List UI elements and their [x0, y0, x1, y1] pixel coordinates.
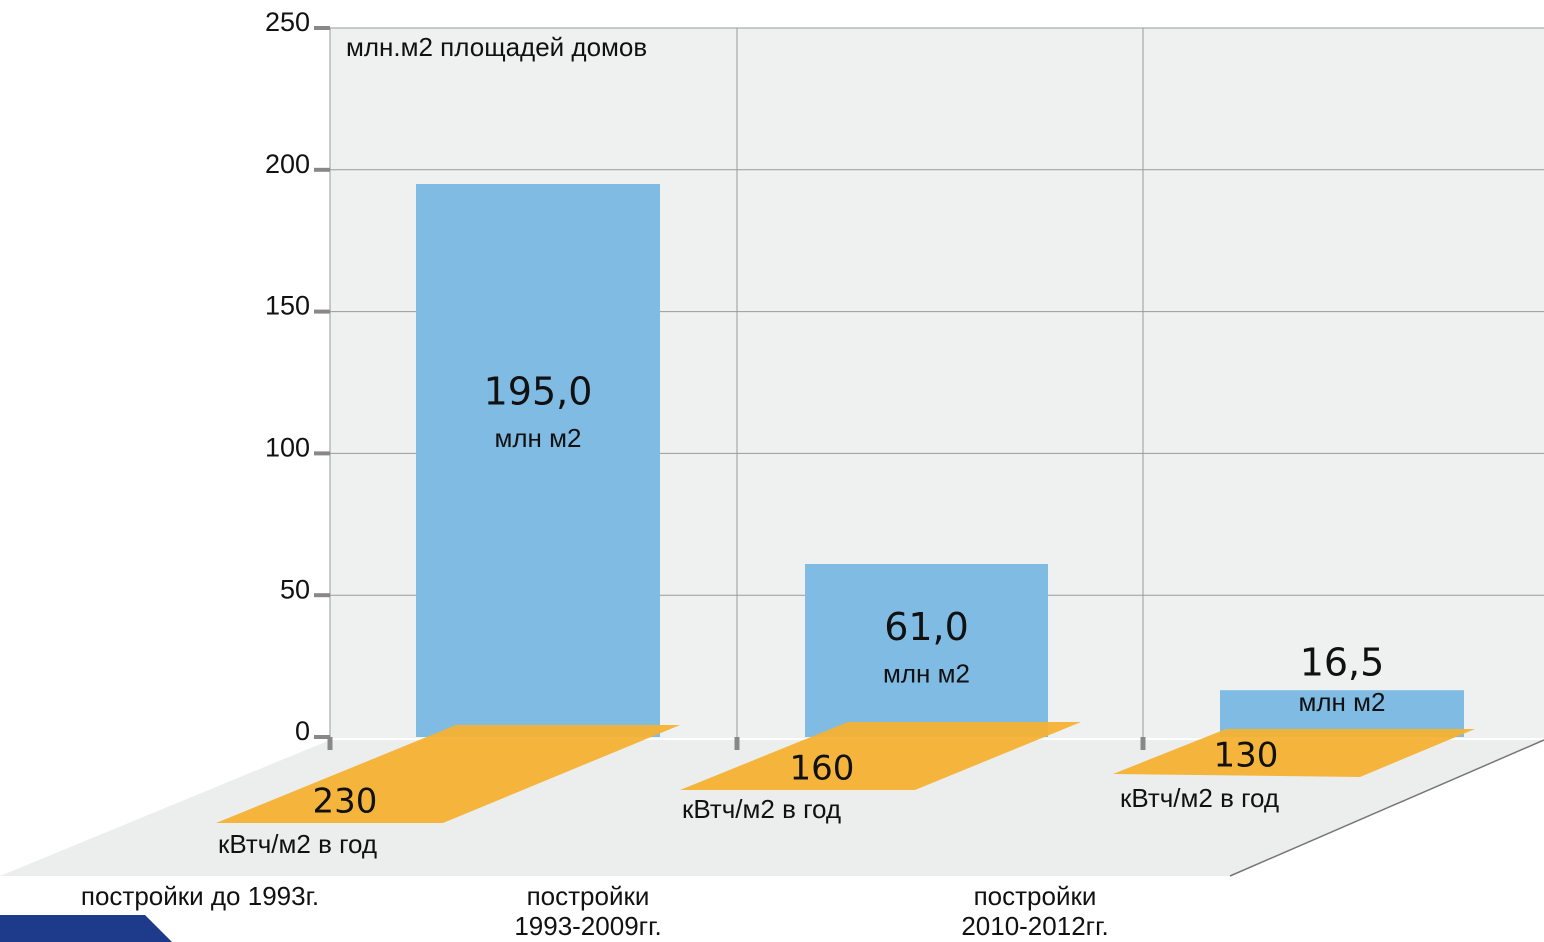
y-tick-label: 0	[295, 716, 310, 746]
energy-unit-label: кВтч/м2 в год	[682, 794, 841, 824]
x-tick-label: 1993-2009гг.	[514, 911, 661, 941]
y-tick-label: 250	[265, 7, 310, 37]
x-tick-label: постройки	[974, 881, 1097, 911]
y-tick-label: 200	[265, 149, 310, 179]
value-label: 16,5	[1300, 641, 1385, 685]
value-unit-label: млн м2	[495, 423, 582, 453]
energy-plate	[1113, 729, 1475, 777]
bar	[805, 564, 1048, 737]
energy-unit-label: кВтч/м2 в год	[1120, 783, 1279, 813]
y-tick-label: 150	[265, 291, 310, 321]
value-label: 195,0	[484, 370, 593, 414]
value-label: 61,0	[884, 605, 969, 649]
x-tick-label: 2010-2012гг.	[961, 911, 1108, 941]
y-tick-label: 100	[265, 433, 310, 463]
value-unit-label: млн м2	[883, 659, 970, 689]
value-unit-label: млн м2	[1299, 687, 1386, 717]
corner-decoration	[0, 915, 172, 942]
energy-value-label: 160	[790, 749, 855, 789]
floor-edge	[1229, 739, 1544, 877]
energy-plate	[680, 722, 1081, 790]
energy-value-label: 230	[313, 782, 378, 822]
x-tick-label: постройки	[527, 881, 650, 911]
energy-plate	[216, 725, 680, 823]
energy-value-label: 130	[1214, 736, 1279, 776]
y-tick-label: 50	[280, 574, 310, 604]
energy-unit-label: кВтч/м2 в год	[218, 829, 377, 859]
y-axis-title: млн.м2 площадей домов	[346, 32, 647, 62]
bar	[416, 183, 660, 738]
x-tick-label: постройки до 1993г.	[81, 881, 319, 911]
